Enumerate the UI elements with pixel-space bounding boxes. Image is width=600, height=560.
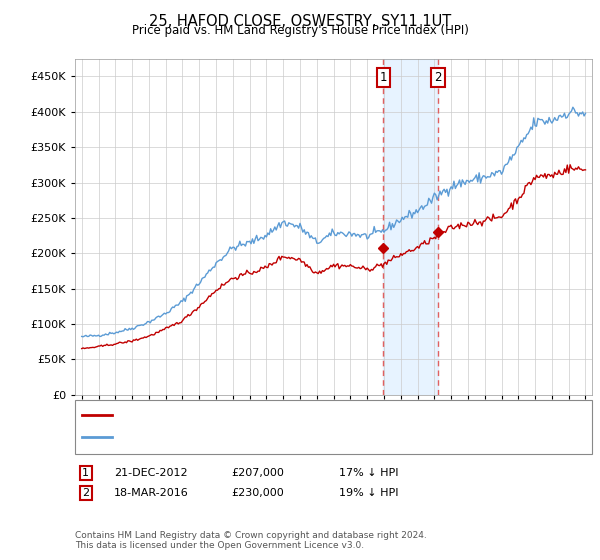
Text: 21-DEC-2012: 21-DEC-2012 [114, 468, 188, 478]
Text: 17% ↓ HPI: 17% ↓ HPI [339, 468, 398, 478]
Text: 2: 2 [434, 71, 442, 83]
Text: HPI: Average price, detached house, Shropshire: HPI: Average price, detached house, Shro… [117, 432, 355, 442]
Text: Contains HM Land Registry data © Crown copyright and database right 2024.
This d: Contains HM Land Registry data © Crown c… [75, 530, 427, 550]
Text: £230,000: £230,000 [231, 488, 284, 498]
Text: 2: 2 [82, 488, 89, 498]
Text: Price paid vs. HM Land Registry's House Price Index (HPI): Price paid vs. HM Land Registry's House … [131, 24, 469, 37]
Text: 25, HAFOD CLOSE, OSWESTRY, SY11 1UT: 25, HAFOD CLOSE, OSWESTRY, SY11 1UT [149, 14, 451, 29]
Text: £207,000: £207,000 [231, 468, 284, 478]
Bar [383, 59, 438, 395]
Text: 1: 1 [82, 468, 89, 478]
Text: 19% ↓ HPI: 19% ↓ HPI [339, 488, 398, 498]
Text: 1: 1 [380, 71, 387, 83]
Text: 18-MAR-2016: 18-MAR-2016 [114, 488, 189, 498]
Text: 25, HAFOD CLOSE, OSWESTRY, SY11 1UT (detached house): 25, HAFOD CLOSE, OSWESTRY, SY11 1UT (det… [117, 410, 413, 421]
